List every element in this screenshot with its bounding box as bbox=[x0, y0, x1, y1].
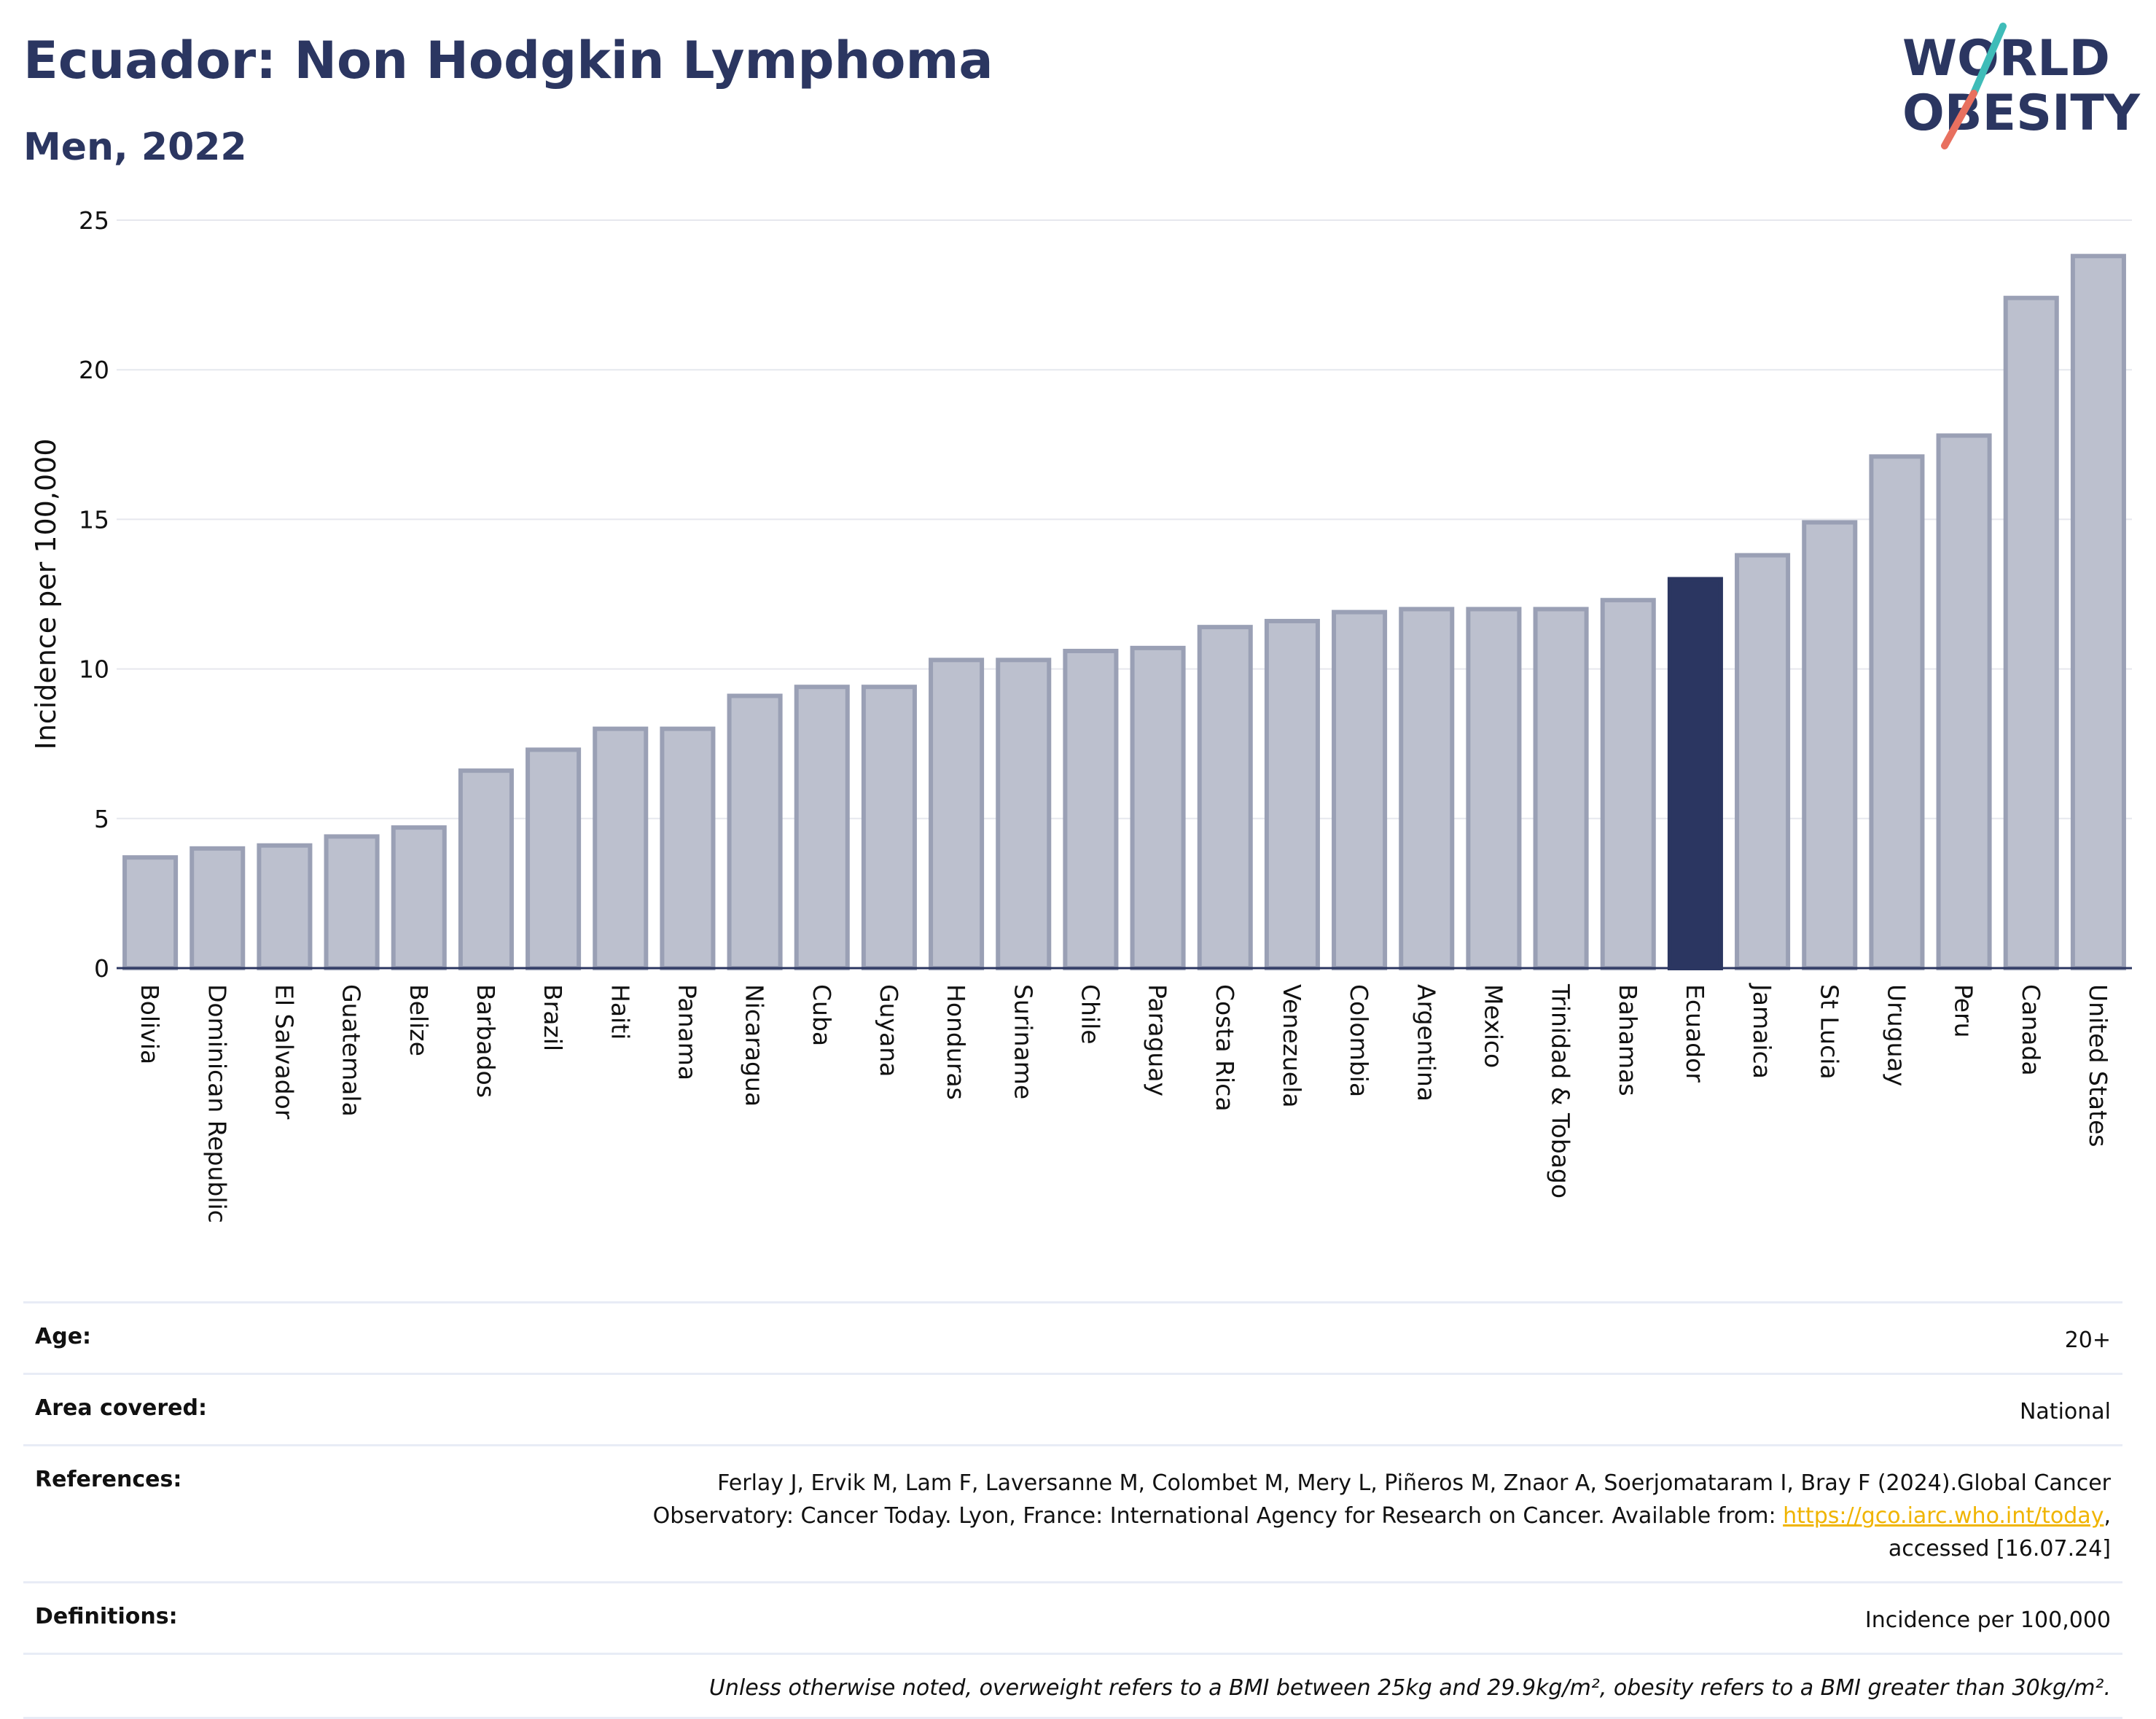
definitions-label: Definitions: bbox=[35, 1604, 178, 1629]
bar bbox=[996, 658, 1052, 971]
x-tick-label: Suriname bbox=[1009, 984, 1037, 1099]
world-obesity-logo: WORLD OBESITY bbox=[1902, 23, 2141, 149]
age-label: Age: bbox=[35, 1324, 92, 1349]
logo-slash-coral bbox=[1941, 90, 1977, 149]
y-tick-label: 10 bbox=[79, 655, 109, 684]
bar bbox=[1399, 607, 1455, 971]
bar bbox=[1197, 625, 1253, 970]
area-value: National bbox=[2019, 1399, 2111, 1424]
x-tick-label: Barbados bbox=[472, 984, 500, 1098]
x-tick-label: Panama bbox=[673, 984, 701, 1080]
references-value: Ferlay J, Ervik M, Lam F, Laversanne M, … bbox=[580, 1467, 2111, 1565]
x-tick-label: Peru bbox=[1950, 984, 1978, 1038]
x-tick-label: Bolivia bbox=[136, 984, 164, 1064]
x-tick-label: Jamaica bbox=[1748, 983, 1776, 1079]
bar bbox=[1802, 520, 1858, 970]
bmi-note: Unless otherwise noted, overweight refer… bbox=[708, 1675, 2111, 1701]
x-tick-label: Belize bbox=[405, 984, 433, 1056]
bar bbox=[1936, 433, 1992, 970]
page-title: Ecuador: Non Hodgkin Lymphoma bbox=[23, 31, 993, 90]
bar bbox=[324, 834, 380, 970]
logo-slash-teal bbox=[1970, 23, 2007, 97]
x-tick-label: Guatemala bbox=[337, 984, 366, 1117]
bar bbox=[929, 658, 985, 971]
bar bbox=[391, 825, 447, 971]
bar bbox=[794, 685, 850, 970]
x-tick-label: Mexico bbox=[1479, 984, 1507, 1068]
bar bbox=[1533, 607, 1589, 971]
references-link[interactable]: https://gco.iarc.who.int/today bbox=[1783, 1503, 2104, 1529]
x-tick-label: Paraguay bbox=[1144, 984, 1172, 1096]
bar bbox=[2070, 254, 2126, 970]
references-text: Ferlay J, Ervik M, Lam F, Laversanne M, … bbox=[652, 1470, 2111, 1529]
x-tick-label: Argentina bbox=[1412, 984, 1440, 1102]
bar bbox=[1466, 607, 1522, 971]
x-tick-label: Chile bbox=[1076, 984, 1104, 1045]
info-row-note: Unless otherwise noted, overweight refer… bbox=[23, 1653, 2122, 1719]
info-row-definitions: Definitions: Incidence per 100,000 bbox=[23, 1581, 2122, 1653]
y-tick-label: 20 bbox=[79, 356, 109, 384]
x-tick-label: Guyana bbox=[875, 984, 903, 1077]
x-tick-label: Uruguay bbox=[1882, 984, 1910, 1086]
bars bbox=[122, 254, 2126, 971]
bar bbox=[1130, 645, 1186, 970]
bar bbox=[2003, 295, 2059, 971]
x-tick-label: Brazil bbox=[539, 984, 567, 1051]
x-tick-label: Ecuador bbox=[1681, 984, 1709, 1083]
y-tick-label: 0 bbox=[94, 954, 109, 983]
bar bbox=[190, 846, 246, 970]
age-value: 20+ bbox=[2064, 1328, 2111, 1353]
bar bbox=[1600, 598, 1656, 970]
y-tick-label: 25 bbox=[79, 206, 109, 235]
x-tick-label: Nicaragua bbox=[741, 984, 769, 1107]
bar bbox=[257, 843, 313, 970]
y-tick-label: 5 bbox=[94, 805, 109, 833]
y-axis-title: Incidence per 100,000 bbox=[30, 438, 62, 749]
logo-line-2: OBESITY bbox=[1902, 85, 2141, 142]
y-tick-label: 15 bbox=[79, 505, 109, 534]
page-subtitle: Men, 2022 bbox=[23, 125, 247, 169]
info-row-area: Area covered: National bbox=[23, 1373, 2122, 1444]
references-accessed: , accessed [16.07.24] bbox=[1888, 1503, 2111, 1562]
bar bbox=[1735, 553, 1791, 970]
x-tick-label: Cuba bbox=[808, 984, 836, 1046]
bar bbox=[861, 685, 917, 970]
x-tick-label: Venezuela bbox=[1278, 984, 1306, 1107]
x-tick-label: Canada bbox=[2017, 984, 2045, 1076]
references-label: References: bbox=[35, 1467, 182, 1492]
x-tick-label: United States bbox=[2084, 984, 2112, 1147]
gridlines bbox=[117, 219, 2132, 819]
x-tick-label: Bahamas bbox=[1614, 984, 1642, 1096]
x-tick-label: Costa Rica bbox=[1211, 984, 1239, 1112]
bar bbox=[660, 726, 716, 970]
bar bbox=[1332, 609, 1388, 971]
x-tick-label: Honduras bbox=[942, 984, 970, 1100]
bar bbox=[122, 855, 179, 970]
x-tick-label: El Salvador bbox=[270, 984, 298, 1120]
info-table: Age: 20+ Area covered: National Referenc… bbox=[23, 1301, 2122, 1719]
bar bbox=[1264, 618, 1320, 970]
x-tick-label: Trinidad & Tobago bbox=[1547, 983, 1575, 1198]
x-tick-label: St Lucia bbox=[1815, 984, 1843, 1080]
bar-highlight bbox=[1667, 577, 1723, 970]
bar bbox=[727, 693, 783, 970]
x-tick-label: Dominican Republic bbox=[203, 984, 231, 1223]
x-tick-label: Colombia bbox=[1345, 984, 1373, 1097]
bar bbox=[458, 768, 514, 970]
info-row-age: Age: 20+ bbox=[23, 1301, 2122, 1373]
definitions-value: Incidence per 100,000 bbox=[1864, 1607, 2111, 1633]
bar bbox=[526, 747, 582, 970]
bar bbox=[1869, 454, 1925, 970]
area-label: Area covered: bbox=[35, 1395, 207, 1421]
logo-line-1: WORLD bbox=[1902, 30, 2110, 87]
info-row-references: References: Ferlay J, Ervik M, Lam F, La… bbox=[23, 1444, 2122, 1581]
bar bbox=[593, 726, 649, 970]
bar bbox=[1063, 648, 1119, 970]
x-tick-label: Haiti bbox=[606, 984, 634, 1040]
axes: 0 5 10 15 20 25 Bolivia Dominican Republic El Sa… bbox=[79, 206, 2132, 1223]
bar-chart: 0 5 10 15 20 25 Bolivia Dominican Republic El Sa… bbox=[30, 206, 2132, 1223]
